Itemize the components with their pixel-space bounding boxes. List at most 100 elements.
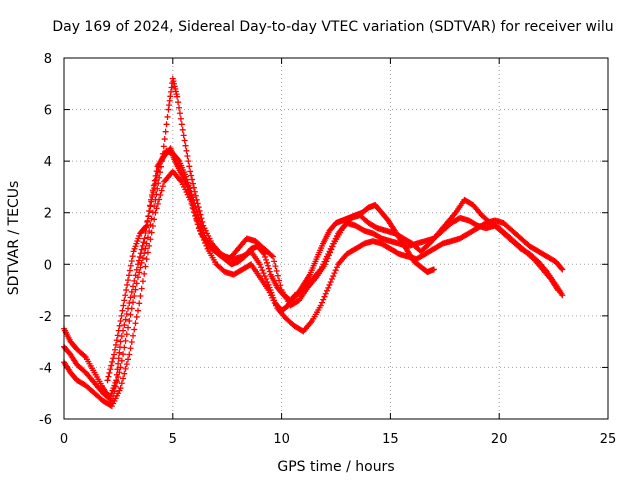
data-point-marker <box>125 272 132 279</box>
data-point-marker <box>329 243 336 250</box>
data-point-marker <box>131 292 138 299</box>
data-point-marker <box>274 272 281 279</box>
data-point-marker <box>155 164 162 171</box>
data-point-marker <box>145 213 152 220</box>
data-point-marker <box>333 264 340 271</box>
data-point-marker <box>104 377 111 384</box>
data-point-marker <box>192 203 199 210</box>
data-point-marker <box>127 262 134 269</box>
data-point-marker <box>132 320 139 327</box>
data-point-marker <box>138 285 145 292</box>
data-point-marker <box>123 331 130 338</box>
data-point-marker <box>142 245 149 252</box>
data-point-marker <box>126 299 133 306</box>
data-point-marker <box>118 380 125 387</box>
data-point-marker <box>155 180 162 187</box>
data-point-marker <box>122 365 129 372</box>
data-point-marker <box>154 168 161 175</box>
data-point-marker <box>188 191 195 198</box>
data-point-marker <box>125 324 132 331</box>
data-point-marker <box>260 270 267 277</box>
data-point-marker <box>325 284 332 291</box>
y-tick-label: 0 <box>44 258 52 273</box>
data-point-marker <box>118 357 125 364</box>
data-point-marker <box>114 332 121 339</box>
data-point-marker <box>259 267 266 274</box>
data-point-marker <box>116 322 123 329</box>
data-point-marker <box>157 192 164 199</box>
data-point-marker <box>146 208 153 215</box>
data-point-marker <box>559 292 566 299</box>
data-point-marker <box>122 292 129 299</box>
data-point-marker <box>163 121 170 128</box>
data-point-marker <box>185 158 192 165</box>
data-point-marker <box>130 283 137 290</box>
data-point-marker <box>81 353 88 360</box>
data-point-marker <box>159 183 166 190</box>
data-point-marker <box>136 269 143 276</box>
data-point-marker <box>149 222 156 229</box>
data-point-marker <box>133 280 140 287</box>
data-point-marker <box>322 290 329 297</box>
data-point-marker <box>184 152 191 159</box>
data-point-marker <box>129 253 136 260</box>
y-tick-label: 2 <box>44 207 52 222</box>
y-axis-label: SDTVAR / TECUs <box>6 181 22 296</box>
data-point-marker <box>117 364 124 371</box>
data-point-marker <box>322 261 329 268</box>
data-point-marker <box>123 361 130 368</box>
data-point-marker <box>272 263 279 270</box>
data-point-marker <box>153 191 160 198</box>
data-point-marker <box>330 273 337 280</box>
data-point-marker <box>148 198 155 205</box>
data-series-sat-c <box>61 168 566 410</box>
data-point-marker <box>122 316 129 323</box>
data-point-marker <box>190 197 197 204</box>
data-series-sat-d <box>104 147 437 384</box>
data-point-marker <box>177 115 184 122</box>
data-point-marker <box>261 273 268 280</box>
data-point-marker <box>176 104 183 111</box>
data-point-marker <box>187 188 194 195</box>
data-point-marker <box>113 337 120 344</box>
data-point-marker <box>144 249 151 256</box>
x-axis-label: GPS time / hours <box>277 459 394 475</box>
data-point-marker <box>130 332 137 339</box>
data-point-marker <box>266 268 273 275</box>
data-point-marker <box>111 388 118 395</box>
data-point-marker <box>175 99 182 106</box>
y-tick-label: -4 <box>39 361 52 376</box>
data-point-marker <box>108 362 115 369</box>
data-point-marker <box>153 205 160 212</box>
data-point-marker <box>559 266 566 273</box>
data-point-marker <box>193 206 200 213</box>
data-point-marker <box>176 110 183 117</box>
data-point-marker <box>117 338 124 345</box>
data-point-marker <box>327 278 334 285</box>
data-point-marker <box>107 366 114 373</box>
data-point-marker <box>332 267 339 274</box>
data-point-marker <box>196 217 203 224</box>
data-point-marker <box>554 287 561 294</box>
data-point-marker <box>164 113 171 120</box>
data-point-marker <box>320 296 327 303</box>
data-point-marker <box>263 259 270 266</box>
data-point-marker <box>134 307 141 314</box>
data-point-marker <box>326 281 333 288</box>
data-point-marker <box>112 341 119 348</box>
data-point-marker <box>126 318 133 325</box>
axis-ticks: 0 5 10 15 20 25 -6 -4 -2 0 2 4 6 8 <box>39 52 616 447</box>
x-tick-label: 25 <box>600 432 617 447</box>
data-point-marker <box>181 137 188 144</box>
data-point-marker <box>139 278 146 285</box>
data-point-marker <box>261 250 268 257</box>
data-point-marker <box>128 257 135 264</box>
data-series-sat-b <box>61 75 561 404</box>
data-point-marker <box>152 180 159 187</box>
data-point-marker <box>198 223 205 230</box>
data-point-marker <box>150 189 157 196</box>
data-point-marker <box>199 226 206 233</box>
data-point-marker <box>119 307 126 314</box>
data-point-marker <box>113 378 120 385</box>
